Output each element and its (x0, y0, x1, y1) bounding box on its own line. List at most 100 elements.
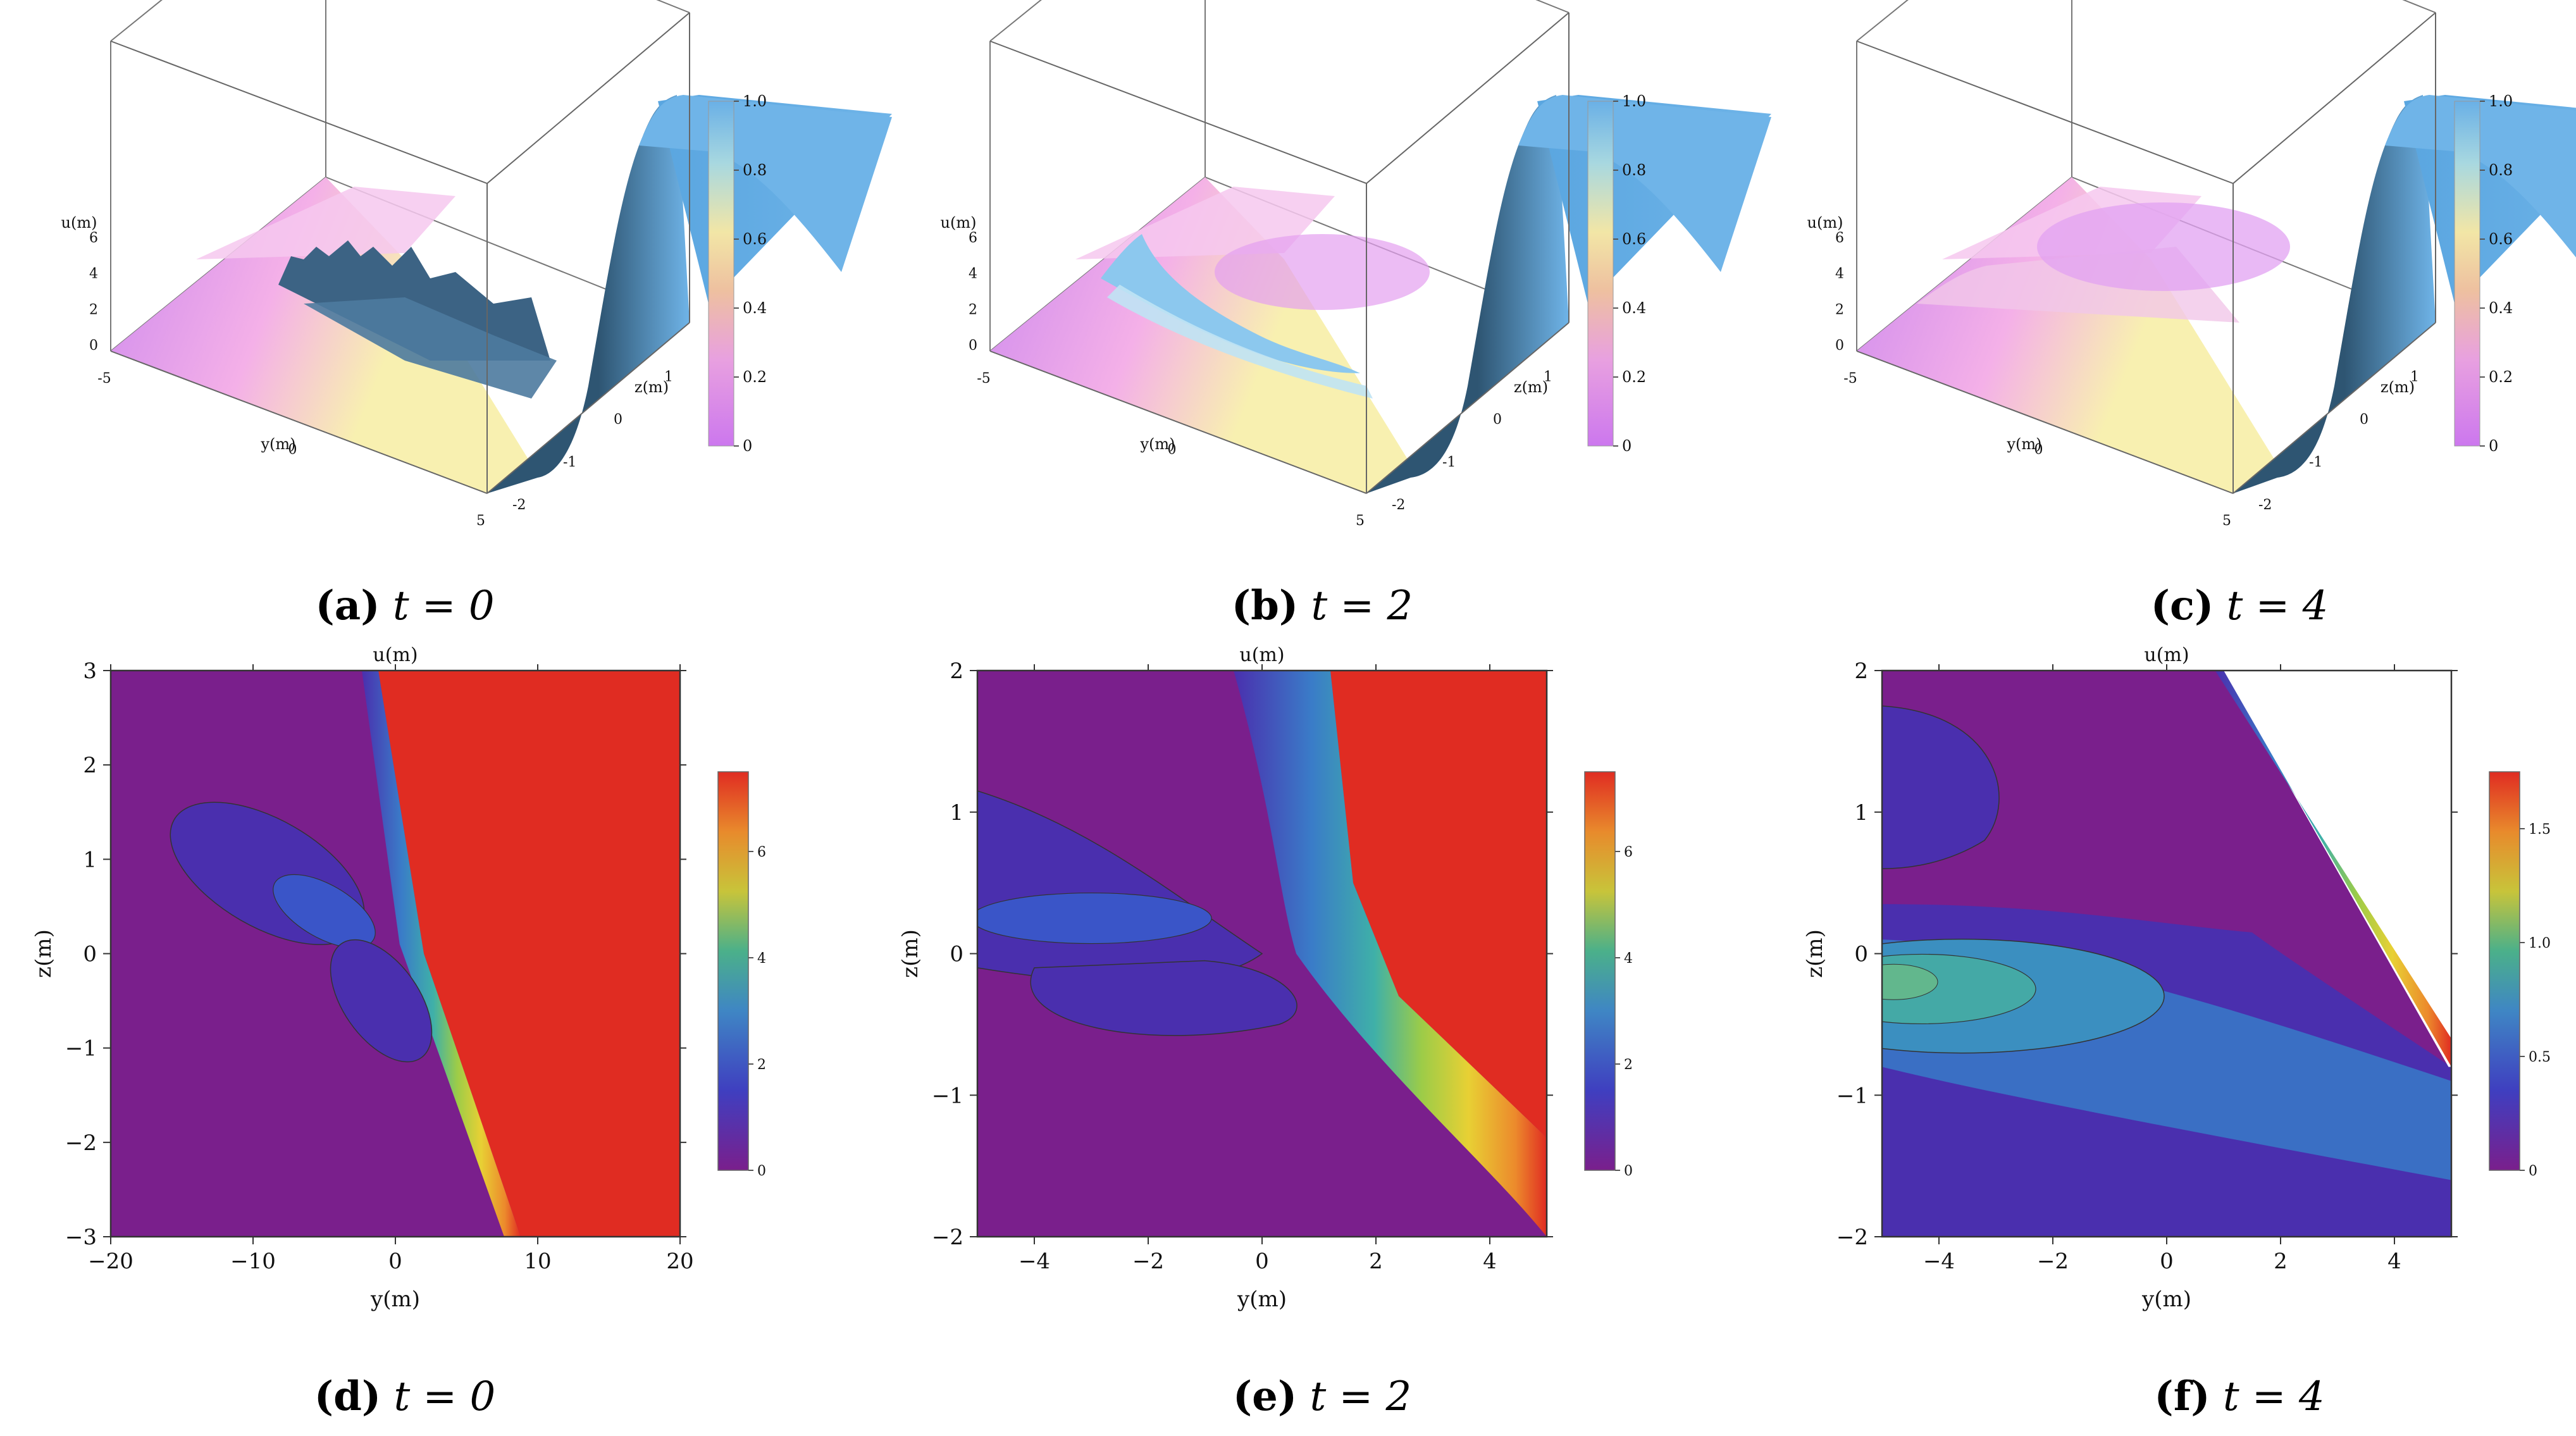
x-tick-label: 0 (388, 1249, 402, 1274)
transition-band-e (1234, 671, 1547, 1237)
z-axis-label: z(m) (635, 378, 669, 396)
u-axis-label: u(m) (61, 214, 97, 232)
x-tick-label: −2 (1132, 1249, 1164, 1274)
y-tick-label: −2 (65, 1130, 97, 1156)
y-tick-label: -5 (97, 371, 111, 387)
box-edge (1366, 12, 1570, 184)
caption-f-math: t = 4 (2222, 1373, 2325, 1420)
y-tick-label: 5 (2222, 513, 2231, 529)
u-tick-label: 6 (969, 230, 977, 246)
surface-wall-a (487, 95, 690, 493)
y-tick-label: 0 (1168, 442, 1177, 458)
y-axis-label: y(m) (260, 435, 295, 453)
u-axis-label: u(m) (1807, 214, 1843, 232)
panel-c-surface: 0246u(m)-505y(m)-2-1012z(m)00.20.40.60.8… (1797, 0, 2576, 550)
colorbar-tick-label: 2 (757, 1057, 766, 1073)
y-tick-label: -5 (1843, 371, 1857, 387)
y-tick-label: 1 (950, 800, 963, 826)
caption-f-label: (f) (2154, 1373, 2210, 1420)
u-tick-label: 0 (1835, 338, 1844, 354)
panel-e-contour: −4 −2 0 2 4 −2 −1 0 1 2 y(m) z(m) u(m) 0 2 4 6 (867, 626, 1689, 1341)
caption-e-math: t = 2 (1310, 1373, 1412, 1420)
caption-a-math: t = 0 (392, 583, 495, 629)
z-tick-label: 1 (1544, 369, 1552, 385)
z-tick-label: -1 (2309, 455, 2322, 471)
plot-title: u(m) (373, 644, 418, 666)
surface-floor-a (111, 177, 538, 493)
transition-band-d (362, 671, 521, 1237)
box-edge (2402, 0, 2436, 13)
lobe-lower-d (330, 939, 433, 1063)
y-tick-label: 2 (83, 753, 97, 778)
plot-area-d (111, 671, 680, 1237)
surface-wall-b (1366, 95, 1569, 493)
x-tick-label: 0 (1255, 1249, 1269, 1274)
colorbar-tick-label: 0 (1624, 1163, 1633, 1179)
lobe-lower-e (1030, 960, 1297, 1036)
colorbar-d (717, 771, 749, 1171)
z-tick-label: -2 (512, 497, 526, 513)
surface-wall-c (2233, 95, 2436, 493)
box-edge (2232, 322, 2436, 494)
u-tick-label: 2 (969, 302, 977, 318)
x-tick-label: 20 (666, 1249, 693, 1274)
colorbar-tick-label: 0.6 (1622, 230, 1646, 248)
box-edge (2232, 12, 2436, 184)
surface-floor-c (1857, 177, 2284, 493)
box-edge (656, 0, 690, 13)
caption-a-label: (a) (315, 582, 380, 629)
colorbar-tick-label: 6 (1624, 845, 1633, 860)
u-tick-label: 0 (89, 338, 98, 354)
caption-b-label: (b) (1231, 582, 1299, 629)
caption-b-math: t = 2 (1311, 583, 1413, 629)
panel-a-surface: 0246u(m)-505y(m)-2-1012z(m)00.20.40.60.8… (51, 0, 892, 550)
colorbar-tick-label: 0 (1622, 437, 1632, 455)
x-axis-label: y(m) (1237, 1287, 1287, 1312)
colorbar-c (2454, 101, 2480, 447)
box-edge (110, 350, 488, 494)
u-tick-label: 6 (1835, 230, 1844, 246)
x-tick-label: −10 (230, 1249, 276, 1274)
lobe-left-inner-e (977, 892, 1212, 944)
surface-dip-b (1215, 234, 1430, 310)
y-tick-label: −2 (932, 1225, 963, 1250)
box-edge (110, 40, 488, 184)
surface-ridge-glow-b (1107, 285, 1373, 399)
colorbar-tick-label: 1.5 (2529, 822, 2551, 838)
colorbar-tick-label: 0 (2529, 1163, 2537, 1179)
plot-area-e (977, 671, 1547, 1237)
y-tick-label: -5 (977, 371, 990, 387)
y-tick-label: 0 (1854, 942, 1868, 967)
y-axis-label: z(m) (31, 929, 56, 978)
high-region-d (378, 671, 680, 1237)
plot-title: u(m) (1239, 644, 1284, 666)
caption-d-label: (d) (314, 1373, 381, 1420)
y-tick-label: 5 (1356, 513, 1365, 529)
u-tick-label: 4 (969, 266, 977, 282)
colorbar-a (708, 101, 734, 447)
colorbar-tick-label: 0.4 (1622, 299, 1646, 317)
colorbar-tick-label: 0.8 (743, 161, 767, 179)
colorbar-tick-label: 0.6 (743, 230, 767, 248)
colorbar-tick-label: 4 (1624, 951, 1633, 967)
z-tick-label: -1 (563, 455, 576, 471)
caption-e: (e) t = 2 (1069, 1373, 1575, 1420)
colorbar-b (1587, 101, 1614, 447)
z-tick-label: -2 (1392, 497, 1405, 513)
surface-plot-a: 0246u(m)-505y(m)-2-1012z(m)00.20.40.60.8… (61, 0, 892, 529)
y-axis-label: z(m) (898, 929, 923, 978)
colorbar-tick-label: 0.6 (2489, 230, 2513, 248)
box-edge (989, 40, 1367, 184)
colorbar-tick-label: 0.2 (2489, 368, 2513, 386)
lobe-level-4-f (1882, 963, 1938, 1000)
box-edge (1856, 350, 2234, 494)
panel-f-contour: −4 −2 0 2 4 −2 −1 0 1 2 y(m) z(m) u(m) 0 0.5 1.0 1.5 (1771, 626, 2575, 1341)
y-tick-label: −1 (932, 1083, 963, 1108)
surface-dip-c (2037, 202, 2290, 291)
y-tick-label: 0 (2034, 442, 2043, 458)
surface-plot-c: 0246u(m)-505y(m)-2-1012z(m)00.20.40.60.8… (1807, 0, 2576, 529)
z-tick-label: -2 (2258, 497, 2272, 513)
z-axis-label: z(m) (1514, 378, 1548, 396)
x-tick-label: 0 (2160, 1249, 2174, 1274)
surface-plateau-top-c (2385, 95, 2576, 258)
